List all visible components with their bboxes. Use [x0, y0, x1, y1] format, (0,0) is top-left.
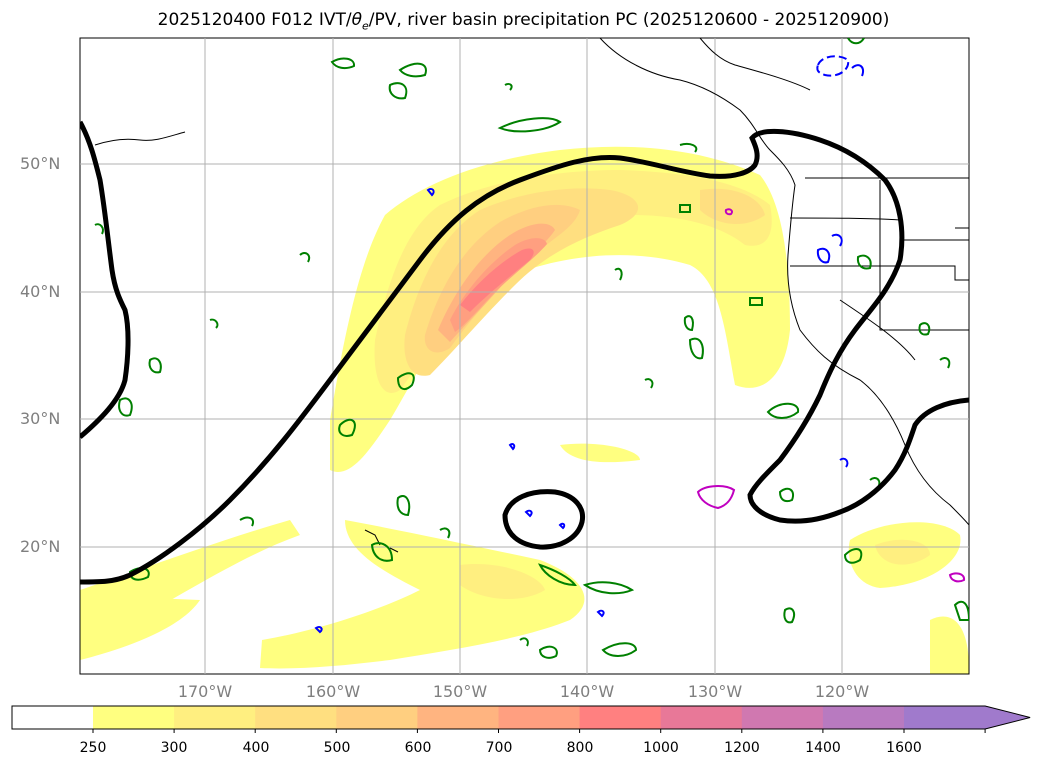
lon-label: 170°W [177, 682, 233, 701]
colorbar-outline [11, 705, 1031, 730]
colorbar-tick-label: 250 [79, 740, 107, 756]
lat-label: 40°N [20, 282, 61, 301]
ivt-band-250-se [930, 616, 969, 674]
pv-blue-contours [314, 55, 864, 634]
colorbar-segment [498, 706, 581, 729]
colorbar-tick-label: 1200 [724, 740, 760, 756]
pv-green-contours [94, 38, 969, 659]
ivt-shading [80, 146, 969, 674]
lon-label: 140°W [559, 682, 615, 701]
lon-label: 160°W [305, 682, 361, 701]
coastlines [94, 38, 969, 553]
lon-label: 120°W [814, 682, 870, 701]
lon-label: 130°W [687, 682, 743, 701]
graticule [80, 38, 969, 674]
colorbar-tick-label: 1000 [643, 740, 679, 756]
colorbar-tick-label: 600 [404, 740, 432, 756]
colorbar-tick-label: 300 [160, 740, 188, 756]
colorbar-extend-arrow [985, 706, 1031, 729]
colorbar-segment [417, 706, 499, 729]
colorbar-segment [255, 706, 337, 729]
ivt-band-400-ne [700, 188, 765, 225]
colorbar-segment [93, 706, 175, 729]
colorbar-segment [336, 706, 418, 729]
lat-label: 50°N [20, 154, 61, 173]
colorbar-tick-label: 500 [323, 740, 351, 756]
theta-magenta-contours [696, 208, 966, 583]
colorbar-tick-label: 400 [242, 740, 270, 756]
colorbar-segment [822, 706, 905, 729]
colorbar-tick-label: 1400 [805, 740, 841, 756]
colorbar-segment [174, 706, 256, 729]
ivt-band-300-sw [460, 564, 545, 600]
lon-label: 150°W [432, 682, 488, 701]
map-frame [79, 37, 970, 675]
colorbar [11, 705, 1031, 733]
ivt-band-300-e [875, 539, 930, 565]
lat-label: 20°N [20, 537, 61, 556]
colorbar-tick-label: 800 [566, 740, 594, 756]
chart-title: 2025120400 F012 IVT/θe/PV, river basin p… [157, 10, 890, 33]
ivt-band-250-sw [260, 520, 585, 669]
ivt-band-800 [460, 248, 534, 312]
colorbar-segment [741, 706, 824, 729]
colorbar-tick-label: 1600 [886, 740, 922, 756]
colorbar-segment [904, 706, 986, 729]
colorbar-segment [660, 706, 743, 729]
precip-pc-contours [80, 120, 969, 585]
ivt-band-250-sw2 [80, 595, 200, 660]
colorbar-under [12, 706, 93, 729]
ivt-band-250-mid [560, 443, 640, 463]
lat-label: 30°N [20, 409, 61, 428]
colorbar-segment [579, 706, 662, 729]
colorbar-tick-label: 700 [485, 740, 513, 756]
